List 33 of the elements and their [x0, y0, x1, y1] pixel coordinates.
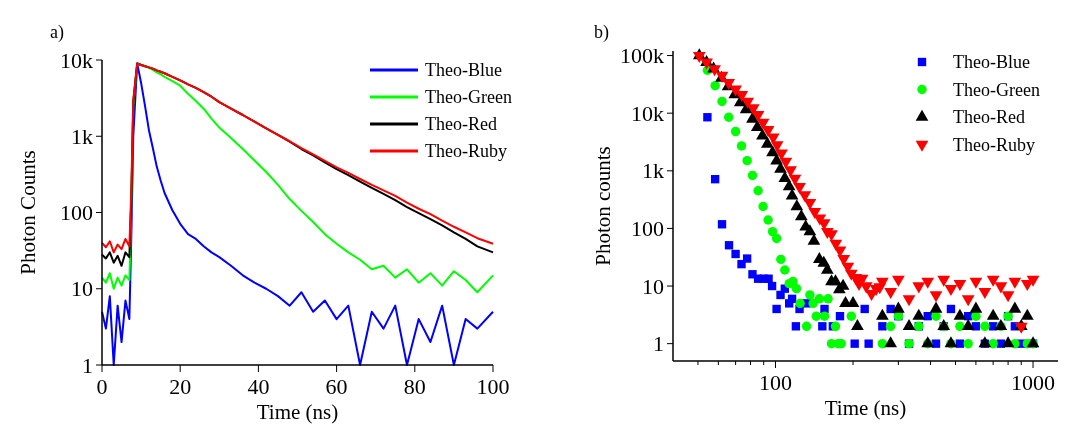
- legend-label: Theo-Green: [953, 79, 1040, 100]
- x-tick-label: 0: [96, 374, 108, 399]
- y-axis-title: Photon counts: [591, 146, 616, 266]
- legend-label: Theo-Red: [953, 107, 1025, 128]
- x-tick-label: 100: [476, 374, 510, 399]
- y-tick-label: 1k: [642, 158, 664, 184]
- y-tick-label: 10k: [631, 100, 664, 126]
- y-tick-label: 1: [82, 352, 93, 378]
- x-axis-title: Time (ns): [824, 396, 907, 420]
- x-tick-label: 40: [247, 374, 270, 399]
- y-tick-label: 1k: [71, 123, 93, 149]
- y-axis-title: Photon Counts: [16, 150, 41, 275]
- legend-label: Theo-Ruby: [953, 134, 1035, 155]
- legend-label: Theo-Red: [425, 114, 497, 135]
- legend-label: Theo-Blue: [953, 52, 1030, 73]
- y-tick-label: 10: [642, 273, 664, 299]
- y-tick-label: 100k: [620, 43, 664, 69]
- y-tick-label: 100: [631, 216, 664, 242]
- legend-label: Theo-Ruby: [425, 141, 507, 162]
- y-tick-label: 100: [60, 200, 93, 226]
- y-tick-label: 1: [653, 331, 664, 357]
- x-tick-label: 1000: [1011, 370, 1056, 395]
- legend-label: Theo-Blue: [425, 60, 502, 81]
- legend-label: Theo-Green: [425, 87, 512, 108]
- chart-title: b): [594, 22, 609, 43]
- x-tick-label: 20: [169, 374, 192, 399]
- x-tick-label: 100: [758, 370, 792, 395]
- x-axis-title: Time (ns): [256, 400, 339, 424]
- x-tick-label: 80: [403, 374, 426, 399]
- x-tick-label: 60: [325, 374, 348, 399]
- y-tick-label: 10k: [60, 47, 93, 73]
- chart-title: a): [50, 22, 64, 43]
- y-tick-label: 10: [71, 276, 93, 302]
